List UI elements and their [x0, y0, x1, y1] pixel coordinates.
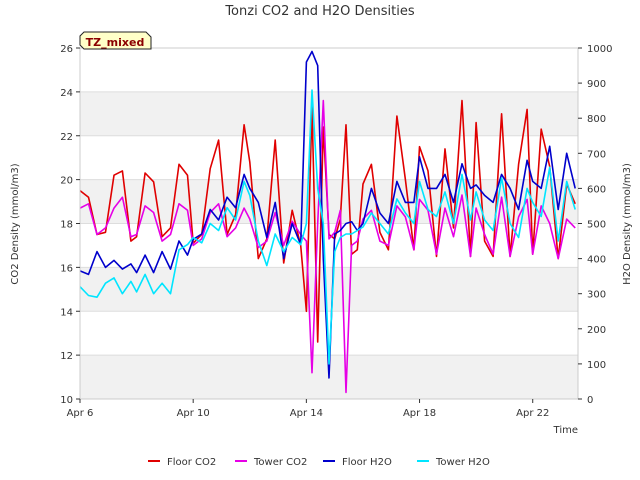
series-lines [79, 50, 576, 394]
legend-item: Floor H2O [323, 457, 392, 468]
y-left-tick-label: 12 [60, 351, 73, 362]
x-tick-label: Apr 18 [403, 408, 436, 419]
x-tick-label: Apr 14 [290, 408, 323, 419]
legend-item: Floor CO2 [148, 457, 216, 468]
y-right-tick-label: 300 [587, 290, 606, 301]
y-left-tick-label: 18 [60, 220, 73, 231]
y-left-tick-label: 16 [60, 263, 73, 274]
x-axis: Apr 6 Apr 10 Apr 14 Apr 18 Apr 22 [67, 399, 549, 419]
y-right-tick-label: 400 [587, 255, 606, 266]
x-tick-label: Apr 6 [67, 408, 94, 419]
y-right-tick-label: 600 [587, 184, 606, 195]
x-tick-label: Apr 22 [516, 408, 549, 419]
y-right-tick-label: 800 [587, 114, 606, 125]
site-badge: TZ_mixed [79, 31, 152, 50]
y-axis-right-label: H2O Density (mmol/m3) [622, 163, 633, 285]
y-left-tick-label: 24 [60, 88, 73, 99]
legend-item: Tower H2O [417, 457, 490, 468]
y-right-tick-label: 100 [587, 360, 606, 371]
y-right-tick-label: 900 [587, 79, 606, 90]
x-tick-label: Apr 10 [177, 408, 210, 419]
legend-label: Floor H2O [342, 457, 392, 468]
legend: Floor CO2 Tower CO2 Floor H2O Tower H2O [148, 457, 490, 468]
y-right-tick-label: 200 [587, 325, 606, 336]
y-axis-left-label: CO2 Density (mmol/m3) [10, 163, 21, 284]
grid-band [80, 91, 578, 136]
series-line-tower-co2 [79, 99, 576, 394]
y-left-tick-label: 14 [60, 307, 73, 318]
y-left-tick-label: 20 [60, 176, 73, 187]
y-axis-right: 0 100 200 300 400 500 600 700 800 900 1000 [578, 44, 612, 406]
y-right-tick-label: 1000 [587, 44, 612, 55]
legend-label: Floor CO2 [167, 457, 216, 468]
y-right-tick-label: 700 [587, 149, 606, 160]
site-badge-label: TZ_mixed [86, 36, 145, 49]
y-left-tick-label: 10 [60, 395, 73, 406]
grid-band [80, 267, 578, 312]
y-axis-left: 10 12 14 16 18 20 22 24 26 [60, 44, 80, 406]
legend-label: Tower CO2 [253, 457, 307, 468]
y-left-tick-label: 22 [60, 132, 73, 143]
series-line-tower-h2o [79, 89, 576, 365]
y-right-tick-label: 0 [587, 395, 593, 406]
y-right-tick-label: 500 [587, 220, 606, 231]
legend-label: Tower H2O [435, 457, 490, 468]
legend-item: Tower CO2 [235, 457, 307, 468]
y-left-tick-label: 26 [60, 44, 73, 55]
series-line-floor-h2o [79, 50, 576, 379]
x-axis-label: Time [553, 425, 578, 436]
chart-title: Tonzi CO2 and H2O Densities [224, 4, 415, 19]
